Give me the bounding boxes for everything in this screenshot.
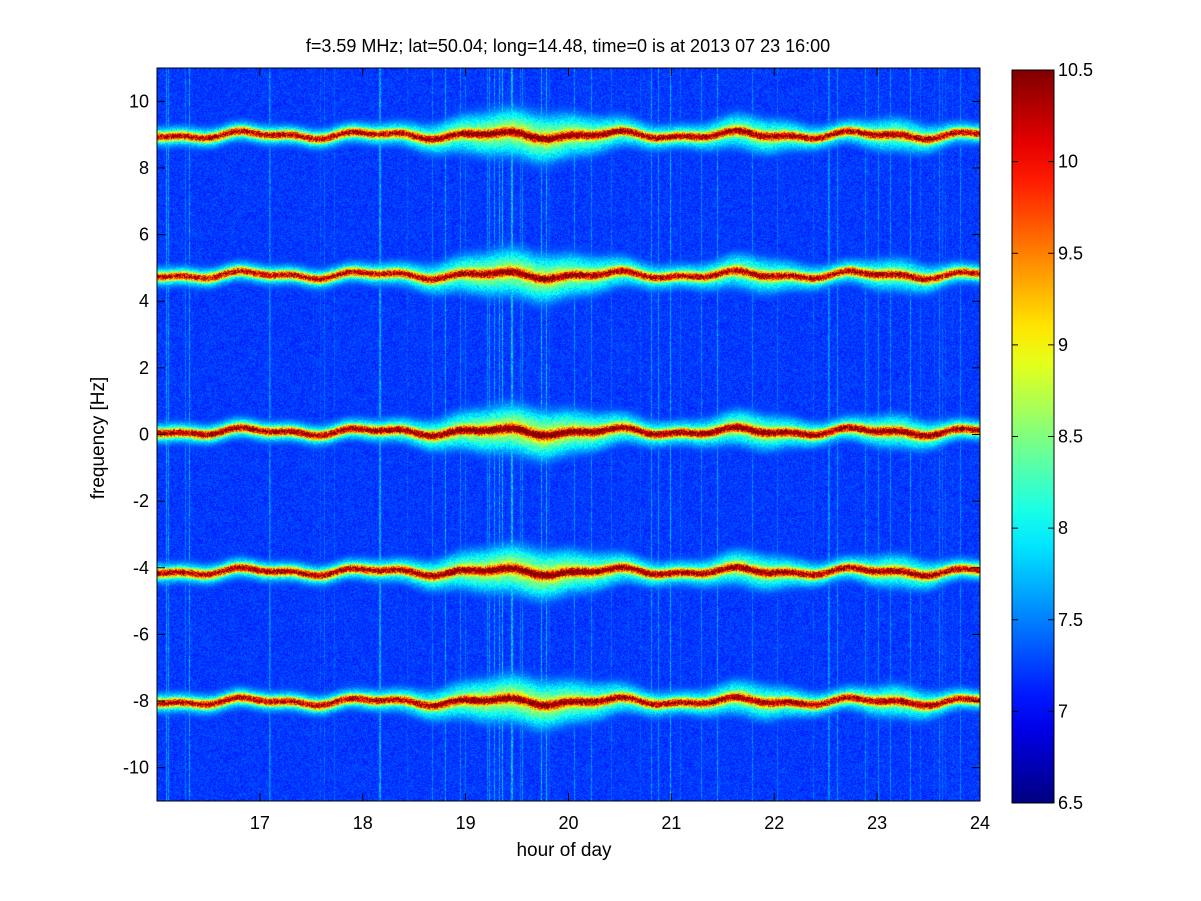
x-tick-label: 22 <box>764 813 784 833</box>
y-tick-label: 4 <box>139 291 149 311</box>
x-tick-label: 21 <box>661 813 681 833</box>
y-axis: 10 8 6 4 2 0 -2 -4 -6 -8 -10 <box>123 91 980 778</box>
y-tick-label: 10 <box>129 91 149 111</box>
y-tick-label: 2 <box>139 358 149 378</box>
colorbar-tick-label: 10 <box>1058 152 1078 172</box>
plot-area <box>156 67 981 802</box>
x-axis: 17 18 19 20 21 22 23 24 <box>250 68 990 833</box>
colorbar-tick-label: 8.5 <box>1058 427 1083 447</box>
colorbar-tick-label: 10.5 <box>1058 60 1093 80</box>
x-axis-label: hour of day <box>516 840 612 861</box>
y-tick-label: 0 <box>139 425 149 445</box>
colorbar: 10.5 10 9.5 9 8.5 8 7.5 7 6.5 <box>1011 60 1093 813</box>
x-tick-label: 23 <box>867 813 887 833</box>
y-tick-label: -2 <box>133 491 149 511</box>
colorbar-axis: 10.5 10 9.5 9 8.5 8 7.5 7 6.5 <box>1012 60 1093 813</box>
x-tick-label: 20 <box>558 813 578 833</box>
colorbar-tick-label: 9 <box>1058 335 1068 355</box>
colorbar-tick-label: 9.5 <box>1058 243 1083 263</box>
y-tick-label: -4 <box>133 558 149 578</box>
x-tick-label: 17 <box>250 813 270 833</box>
y-tick-label: -10 <box>123 758 149 778</box>
y-tick-label: 6 <box>139 225 149 245</box>
x-tick-label: 18 <box>353 813 373 833</box>
plot-title: f=3.59 MHz; lat=50.04; long=14.48, time=… <box>306 36 830 56</box>
colorbar-tick-label: 6.5 <box>1058 793 1083 813</box>
colorbar-tick-label: 7.5 <box>1058 610 1083 630</box>
x-tick-label: 24 <box>970 813 990 833</box>
y-axis-label: frequency [Hz] <box>88 377 109 500</box>
colorbar-tick-label: 7 <box>1058 701 1068 721</box>
heatmap-image <box>157 68 980 801</box>
colorbar-gradient <box>1012 70 1054 803</box>
y-tick-label: -8 <box>133 691 149 711</box>
y-tick-label: -6 <box>133 624 149 644</box>
x-tick-label: 19 <box>456 813 476 833</box>
y-tick-label: 8 <box>139 158 149 178</box>
colorbar-tick-label: 8 <box>1058 518 1068 538</box>
